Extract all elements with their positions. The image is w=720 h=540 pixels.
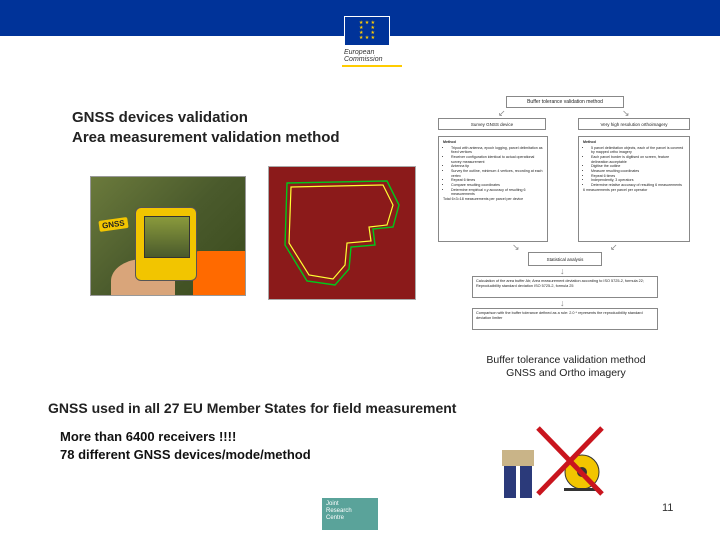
flow-statistical-box: Statistical analysis: [528, 252, 602, 266]
flowchart: Buffer tolerance validation method ↙ ↘ S…: [432, 96, 698, 344]
title-line2: Area measurement validation method: [72, 129, 340, 146]
gnss-statement: GNSS used in all 27 EU Member States for…: [48, 400, 456, 416]
jrc-line3: Centre: [326, 515, 344, 521]
photo-device-label: GNSS: [98, 217, 128, 232]
flow-calc-box: Calculation of the area buffer Ab; Area …: [472, 276, 658, 298]
satellite-map: [268, 166, 416, 300]
title-line1: GNSS devices validation: [72, 109, 248, 126]
arrow-icon: ↓: [560, 266, 565, 276]
leg-right-icon: [520, 462, 532, 498]
list-item: 5 parcel delimitation objects, each of t…: [591, 146, 685, 155]
surveyor-crossed-out: [494, 420, 610, 502]
ec-logo-text: European Commission: [344, 49, 406, 64]
slide-title: GNSS devices validation Area measurement…: [72, 108, 340, 147]
list-item: Survey the outline, minimum 4 vertices, …: [451, 169, 543, 178]
receivers-line2: 78 different GNSS devices/mode/method: [60, 447, 311, 462]
flow-right-footer: 6 measurements per parcel per operator: [583, 188, 685, 193]
flow-right-header: Method: [583, 140, 685, 145]
parcel-polygon: [277, 175, 407, 291]
photo-device-screen: [144, 216, 190, 258]
eu-flag-icon: ★ ★ ★★ ★★ ★★ ★ ★: [344, 16, 390, 46]
photo-device: [135, 207, 197, 281]
flow-right-branch: Very high resolution orthoimagery: [578, 118, 690, 130]
page-number: 11: [662, 502, 673, 514]
ec-logo-underline: [342, 65, 402, 67]
torso-icon: [502, 450, 534, 466]
ec-logo: ★ ★ ★★ ★★ ★★ ★ ★ European Commission: [328, 16, 406, 100]
flow-right-method-box: Method 5 parcel delimitation objects, ea…: [578, 136, 690, 242]
list-item: Receiver configuration identical to actu…: [451, 155, 543, 164]
jrc-badge: Joint Research Centre: [322, 498, 378, 530]
receivers-text: More than 6400 receivers !!!! 78 differe…: [60, 428, 311, 463]
list-item: Each parcel border is digitised on scree…: [591, 155, 685, 164]
list-item: Determine empirical x,y accuracy of resu…: [451, 188, 543, 197]
flow-left-footer: Total 6×3=18 measurements per parcel per…: [443, 197, 543, 202]
flow-left-header: Method: [443, 140, 543, 145]
photo-vest: [193, 251, 246, 295]
flow-left-items: Tripod with antenna, epoch logging, parc…: [443, 146, 543, 197]
flow-top-box: Buffer tolerance validation method: [506, 96, 624, 108]
caption-line1: Buffer tolerance validation method: [486, 354, 645, 366]
ec-logo-line2: Commission: [344, 56, 383, 63]
receivers-line1: More than 6400 receivers !!!!: [60, 429, 236, 444]
leg-left-icon: [504, 462, 516, 498]
eu-stars-icon: ★ ★ ★★ ★★ ★★ ★ ★: [359, 21, 375, 41]
arrow-icon: ↓: [560, 298, 565, 308]
arrow-icon: ↘: [512, 242, 520, 253]
slide: ★ ★ ★★ ★★ ★★ ★ ★ European Commission GNS…: [0, 0, 720, 540]
flow-left-method-box: Method Tripod with antenna, epoch loggin…: [438, 136, 548, 242]
jrc-line2: Research: [326, 508, 352, 514]
inner-track: [289, 185, 393, 279]
flowchart-caption: Buffer tolerance validation method GNSS …: [438, 354, 694, 380]
caption-line2: GNSS and Ortho imagery: [506, 367, 626, 379]
ec-logo-line1: European: [344, 49, 374, 56]
flow-compare-box: Comparison with the buffer tolerance def…: [472, 308, 658, 330]
flow-right-items: 5 parcel delimitation objects, each of t…: [583, 146, 685, 188]
flow-left-branch: Survey GNSS device: [438, 118, 546, 130]
list-item: Tripod with antenna, epoch logging, parc…: [451, 146, 543, 155]
jrc-line1: Joint: [326, 501, 339, 507]
arrow-icon: ↙: [610, 242, 618, 253]
gnss-device-photo: GNSS: [90, 176, 246, 296]
